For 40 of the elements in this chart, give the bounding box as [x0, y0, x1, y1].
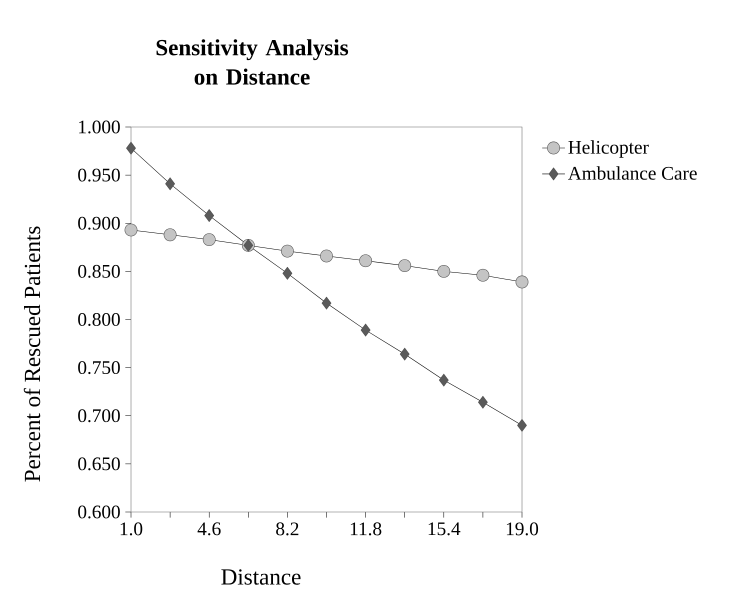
x-tick-label: 15.4 [428, 522, 460, 536]
point [124, 224, 138, 236]
point [126, 142, 136, 155]
x-tick-label: 1.0 [120, 522, 142, 536]
y-tick-label: 0.750 [78, 361, 120, 374]
point [204, 209, 214, 222]
y-tick-label: 0.950 [78, 168, 120, 182]
legend-label: Helicopter [568, 140, 649, 158]
point [398, 259, 412, 272]
y-tick-label: 0.600 [78, 505, 120, 519]
point [400, 348, 410, 361]
point [517, 418, 527, 432]
chart-title: Sensitivity Analysis on Distance [156, 39, 348, 85]
x-tick-label: 4.6 [198, 522, 221, 536]
x-axis-title: Distance [221, 569, 301, 585]
point [438, 374, 449, 387]
y-axis-title: Percent of Rescued Patients [24, 226, 40, 482]
x-tick-label: 11.8 [350, 522, 382, 536]
point [360, 324, 370, 336]
y-tick-label: 0.850 [78, 264, 120, 278]
x-tick-label: 8.2 [276, 522, 298, 536]
point [320, 250, 333, 262]
point [202, 233, 216, 246]
legend-label: Ambulance Care [568, 166, 697, 180]
point [165, 177, 175, 190]
y-tick-label: 0.650 [78, 457, 120, 470]
point [437, 264, 450, 278]
y-tick-label: 0.900 [78, 216, 120, 230]
y-tick-label: 0.700 [78, 409, 120, 422]
point [359, 254, 372, 268]
point [478, 396, 488, 409]
y-tick-label: 1.000 [79, 120, 120, 134]
point [281, 244, 294, 258]
point [282, 266, 292, 280]
point [322, 296, 332, 310]
point [516, 276, 528, 288]
point [476, 268, 490, 282]
y-tick-label: 0.800 [78, 312, 120, 326]
x-tick-label: 19.0 [506, 522, 538, 536]
point [164, 228, 177, 242]
